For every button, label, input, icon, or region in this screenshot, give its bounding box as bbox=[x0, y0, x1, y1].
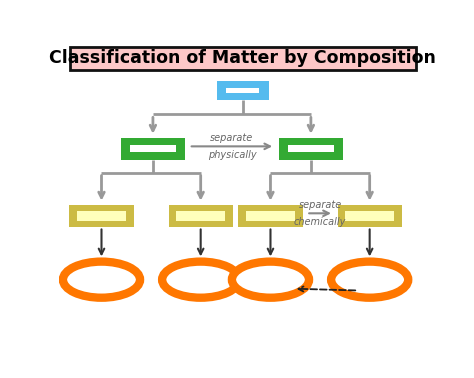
Text: physically: physically bbox=[208, 150, 256, 160]
Bar bbox=[77, 211, 126, 221]
Text: chemically: chemically bbox=[294, 217, 346, 227]
Bar bbox=[345, 211, 394, 221]
Ellipse shape bbox=[63, 262, 140, 298]
Text: separate: separate bbox=[299, 200, 342, 210]
Text: separate: separate bbox=[210, 133, 254, 143]
Text: Classification of Matter by Composition: Classification of Matter by Composition bbox=[49, 50, 437, 67]
Bar bbox=[337, 205, 402, 226]
Bar bbox=[238, 205, 302, 226]
Bar bbox=[176, 211, 226, 221]
Ellipse shape bbox=[331, 262, 408, 298]
Bar bbox=[121, 138, 185, 160]
Bar bbox=[246, 211, 295, 221]
Bar bbox=[227, 88, 259, 93]
Bar bbox=[70, 46, 416, 70]
Bar bbox=[130, 145, 176, 152]
Ellipse shape bbox=[232, 262, 309, 298]
Bar bbox=[69, 205, 134, 226]
Ellipse shape bbox=[162, 262, 239, 298]
Bar bbox=[217, 81, 269, 100]
Bar bbox=[169, 205, 233, 226]
Bar bbox=[288, 145, 334, 152]
Bar bbox=[279, 138, 343, 160]
